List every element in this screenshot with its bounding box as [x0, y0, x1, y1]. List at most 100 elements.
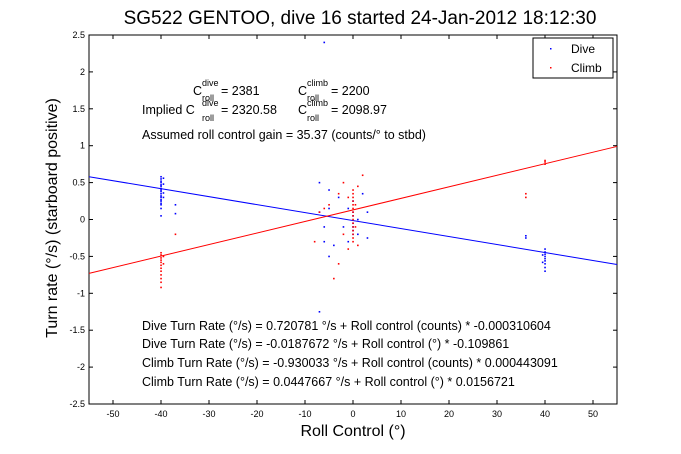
point-dive: [162, 177, 165, 180]
point-climb: [357, 244, 359, 247]
y-tick-label: -2.5: [69, 399, 85, 409]
annotations: C dive roll = 2381 C climb roll = 2200 I…: [142, 78, 558, 389]
point-dive: [342, 226, 345, 228]
point-dive: [160, 202, 162, 205]
point-dive: [162, 192, 165, 194]
x-tick-label: 20: [444, 409, 454, 419]
croll-climb: C climb roll = 2200: [298, 78, 370, 103]
point-dive: [162, 196, 165, 199]
point-dive: [525, 237, 527, 239]
point-climb: [162, 255, 165, 258]
implied-climb-sub: roll: [307, 113, 319, 123]
point-dive: [337, 196, 340, 199]
point-dive: [328, 255, 330, 258]
point-climb: [352, 189, 354, 191]
point-dive: [160, 185, 162, 188]
point-climb: [361, 174, 364, 177]
implied-dive-sub: roll: [202, 113, 214, 123]
x-tick-label: -40: [154, 409, 167, 419]
point-climb: [328, 203, 330, 206]
x-tick-label: 40: [540, 409, 550, 419]
point-climb: [160, 254, 162, 256]
legend: Dive Climb: [532, 37, 614, 79]
point-climb: [342, 181, 345, 184]
x-tick-label: -30: [202, 409, 215, 419]
fit-lines: [88, 145, 618, 274]
croll-dive-sub: roll: [202, 93, 214, 103]
fit-line-climb: [88, 145, 618, 274]
point-dive: [160, 180, 162, 182]
implied-dive-sup: dive: [202, 98, 219, 108]
point-climb: [352, 226, 354, 228]
point-dive: [544, 255, 546, 258]
x-tick-label: 30: [492, 409, 502, 419]
point-dive: [160, 175, 162, 178]
point-dive: [323, 41, 326, 44]
point-dive: [160, 215, 162, 217]
point-climb: [525, 196, 527, 199]
point-climb: [544, 163, 546, 165]
point-dive: [160, 189, 162, 191]
y-tick-label: 0: [80, 215, 85, 225]
y-tick-label: 2: [80, 67, 85, 77]
point-climb: [544, 161, 546, 163]
climb-equation-degrees: Climb Turn Rate (°/s) = 0.0447667 °/s + …: [142, 375, 515, 389]
point-dive: [318, 311, 321, 313]
point-dive: [160, 187, 162, 190]
implied-dive-value: = 2320.58: [221, 103, 277, 117]
point-dive: [541, 254, 544, 256]
point-dive: [544, 270, 546, 273]
point-dive: [347, 207, 350, 210]
implied-climb: C climb roll = 2098.97: [298, 98, 387, 123]
x-tick-label: -50: [106, 409, 119, 419]
chart-title: SG522 GENTOO, dive 16 started 24-Jan-201…: [124, 8, 597, 29]
croll-dive-sup: dive: [202, 78, 219, 88]
croll-dive: C dive roll = 2381: [193, 78, 260, 103]
point-climb: [160, 274, 162, 276]
point-dive: [323, 240, 326, 243]
fit-line-dive: [88, 176, 618, 266]
point-climb: [354, 203, 357, 206]
x-tick-label: 50: [588, 409, 598, 419]
point-dive: [160, 181, 162, 184]
point-dive: [544, 251, 546, 253]
point-climb: [160, 267, 162, 270]
point-climb: [352, 218, 354, 221]
point-climb: [525, 192, 527, 195]
point-climb: [352, 211, 354, 213]
point-climb: [174, 233, 177, 236]
point-dive: [160, 200, 162, 202]
point-dive: [544, 263, 546, 265]
point-dive: [366, 211, 369, 213]
axis-ticks: -50 -40 -30 -20 -10 0 10 20 30 40 50-2.5-2-1.5-1-0…: [69, 30, 617, 419]
point-climb: [318, 211, 321, 213]
point-climb: [352, 237, 354, 239]
point-dive: [328, 189, 330, 191]
point-climb: [347, 196, 350, 199]
dive-equation-counts: Dive Turn Rate (°/s) = 0.720781 °/s + Ro…: [142, 319, 551, 333]
point-climb: [160, 281, 162, 284]
point-climb: [347, 248, 350, 250]
point-climb: [160, 264, 162, 267]
point-climb: [352, 240, 354, 243]
point-dive: [160, 207, 162, 210]
legend-marker-dive: [550, 48, 552, 50]
data-points: [160, 41, 546, 313]
point-climb: [352, 215, 354, 217]
croll-dive-symbol: C: [193, 84, 202, 98]
point-dive: [544, 248, 546, 250]
implied-dive: Implied C dive roll = 2320.58: [142, 98, 277, 123]
climb-equation-counts: Climb Turn Rate (°/s) = -0.930033 °/s + …: [142, 356, 558, 370]
point-climb: [160, 270, 162, 273]
roll-gain-note: Assumed roll control gain = 35.37 (count…: [142, 128, 426, 142]
implied-climb-sup: climb: [307, 98, 328, 108]
x-tick-label: 10: [396, 409, 406, 419]
point-climb: [352, 222, 354, 225]
point-climb: [162, 263, 165, 265]
point-dive: [333, 244, 335, 247]
point-dive: [544, 260, 546, 262]
point-climb: [160, 257, 162, 259]
croll-climb-sub: roll: [307, 93, 319, 103]
point-climb: [160, 261, 162, 264]
